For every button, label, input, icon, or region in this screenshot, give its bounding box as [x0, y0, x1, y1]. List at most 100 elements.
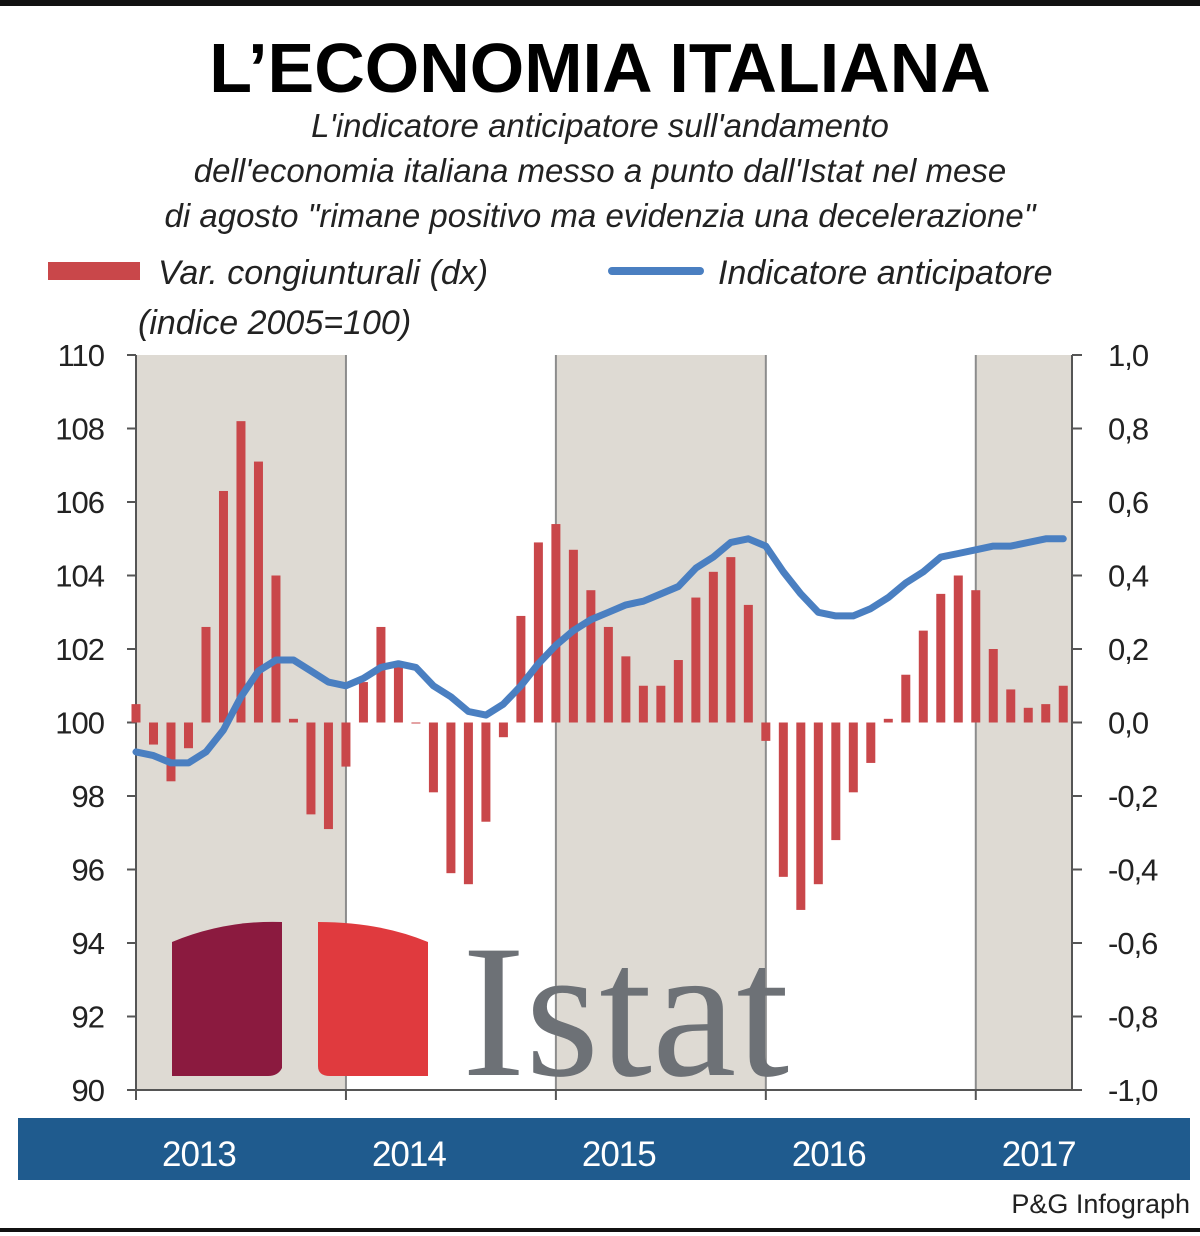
- logo: Istat: [172, 907, 789, 1117]
- bar: [796, 722, 806, 910]
- y2-tick-label: -0,4: [1108, 853, 1158, 888]
- bar: [988, 649, 998, 723]
- x-tick-label: 2017: [1002, 1135, 1076, 1174]
- bar: [551, 524, 561, 723]
- bar: [586, 590, 596, 723]
- bar: [883, 718, 893, 723]
- y-tick-label: 90: [72, 1073, 105, 1108]
- bar: [726, 557, 736, 723]
- chart-title: L’ECONOMIA ITALIANA: [209, 29, 991, 107]
- bar: [271, 575, 281, 723]
- bar: [621, 656, 631, 723]
- bar: [183, 722, 193, 749]
- legend-label: Indicatore anticipatore: [718, 254, 1053, 292]
- bar: [288, 718, 298, 723]
- y-tick-label: 106: [55, 485, 104, 520]
- bar: [1058, 685, 1068, 723]
- bar: [463, 722, 473, 885]
- bar: [236, 421, 246, 723]
- legend: Var. congiunturali (dx) Indicatore antici…: [48, 254, 1053, 292]
- y-tick-label: 108: [55, 412, 104, 447]
- bar: [428, 722, 438, 793]
- top-border: [0, 0, 1200, 6]
- bar: [656, 685, 666, 723]
- bar: [376, 626, 386, 723]
- legend-label: Var. congiunturali (dx): [158, 254, 488, 292]
- bar: [971, 590, 981, 723]
- x-tick-label: 2016: [792, 1135, 866, 1174]
- y2-tick-label: 0,0: [1108, 706, 1149, 741]
- bar: [901, 674, 911, 723]
- bar: [516, 615, 526, 723]
- bar: [358, 682, 368, 723]
- bar: [393, 663, 403, 723]
- y2-tick-label: -0,6: [1108, 926, 1157, 961]
- y2-tick-label: -0,2: [1108, 779, 1157, 814]
- bar: [341, 722, 351, 767]
- bar: [936, 593, 946, 723]
- bar: [673, 660, 683, 723]
- y-tick-label: 98: [72, 779, 104, 814]
- legend-swatch: [48, 262, 140, 280]
- y2-tick-label: 0,2: [1108, 632, 1148, 667]
- y2-tick-label: -1,0: [1108, 1073, 1158, 1108]
- logo-shape: [318, 922, 428, 1076]
- bar: [533, 542, 543, 723]
- bar: [778, 722, 788, 877]
- bar: [166, 722, 176, 782]
- y2-tick-label: 0,8: [1108, 412, 1148, 447]
- bar: [148, 722, 158, 745]
- x-tick-label: 2015: [582, 1135, 656, 1174]
- y2-tick-label: 0,6: [1108, 485, 1148, 520]
- bar: [813, 722, 823, 885]
- y2-tick-label: 1,0: [1108, 338, 1149, 373]
- y2-tick-label: -0,8: [1108, 1000, 1157, 1035]
- bar: [323, 722, 333, 830]
- y-tick-label: 100: [55, 706, 104, 741]
- bar: [253, 461, 263, 723]
- bar: [953, 575, 963, 723]
- bar: [1006, 689, 1016, 723]
- bar: [131, 704, 141, 723]
- bar: [306, 722, 316, 815]
- bar: [638, 685, 648, 723]
- subtitle: dell'economia italiana messo a punto dal…: [194, 152, 1006, 189]
- bar: [603, 626, 613, 723]
- bar: [568, 549, 578, 723]
- subtitle: di agosto "rimane positivo ma evidenzia …: [165, 197, 1037, 234]
- bar: [1023, 707, 1033, 723]
- bar: [866, 722, 876, 763]
- bar: [848, 722, 858, 793]
- bar: [761, 722, 771, 741]
- bar: [1041, 704, 1051, 723]
- y2-tick-label: 0,4: [1108, 559, 1149, 594]
- line: [132, 535, 1067, 767]
- x-axis-band: [18, 1118, 1190, 1180]
- y-tick-label: 104: [55, 559, 104, 594]
- note: (indice 2005=100): [138, 304, 411, 342]
- logo-text: Istat: [462, 907, 789, 1117]
- y-tick-label: 110: [58, 338, 105, 373]
- plot: 90 92 94 96 98 100 102 104 106 108 110 -1,0 -0,8 -0,6…: [55, 338, 1159, 1108]
- logo-shape: [172, 921, 282, 1076]
- x-axis: 2013 2014 2015 2016 2017: [162, 1135, 1077, 1174]
- bar: [918, 630, 928, 723]
- y-tick-label: 92: [72, 1000, 104, 1035]
- y-tick-label: 102: [55, 632, 104, 667]
- bar: [481, 722, 491, 822]
- bar: [708, 571, 718, 723]
- bar: [411, 722, 421, 724]
- bar: [218, 490, 228, 723]
- source: P&G Infograph: [1011, 1189, 1190, 1219]
- bar: [498, 722, 508, 738]
- bar: [743, 604, 753, 723]
- bar: [691, 597, 701, 723]
- x-tick-label: 2014: [372, 1135, 446, 1174]
- bottom-border: [0, 1228, 1200, 1232]
- bar: [831, 722, 841, 841]
- x-tick-label: 2013: [162, 1135, 236, 1174]
- bar: [446, 722, 456, 874]
- bar: [201, 626, 211, 723]
- y-tick-label: 94: [72, 926, 105, 961]
